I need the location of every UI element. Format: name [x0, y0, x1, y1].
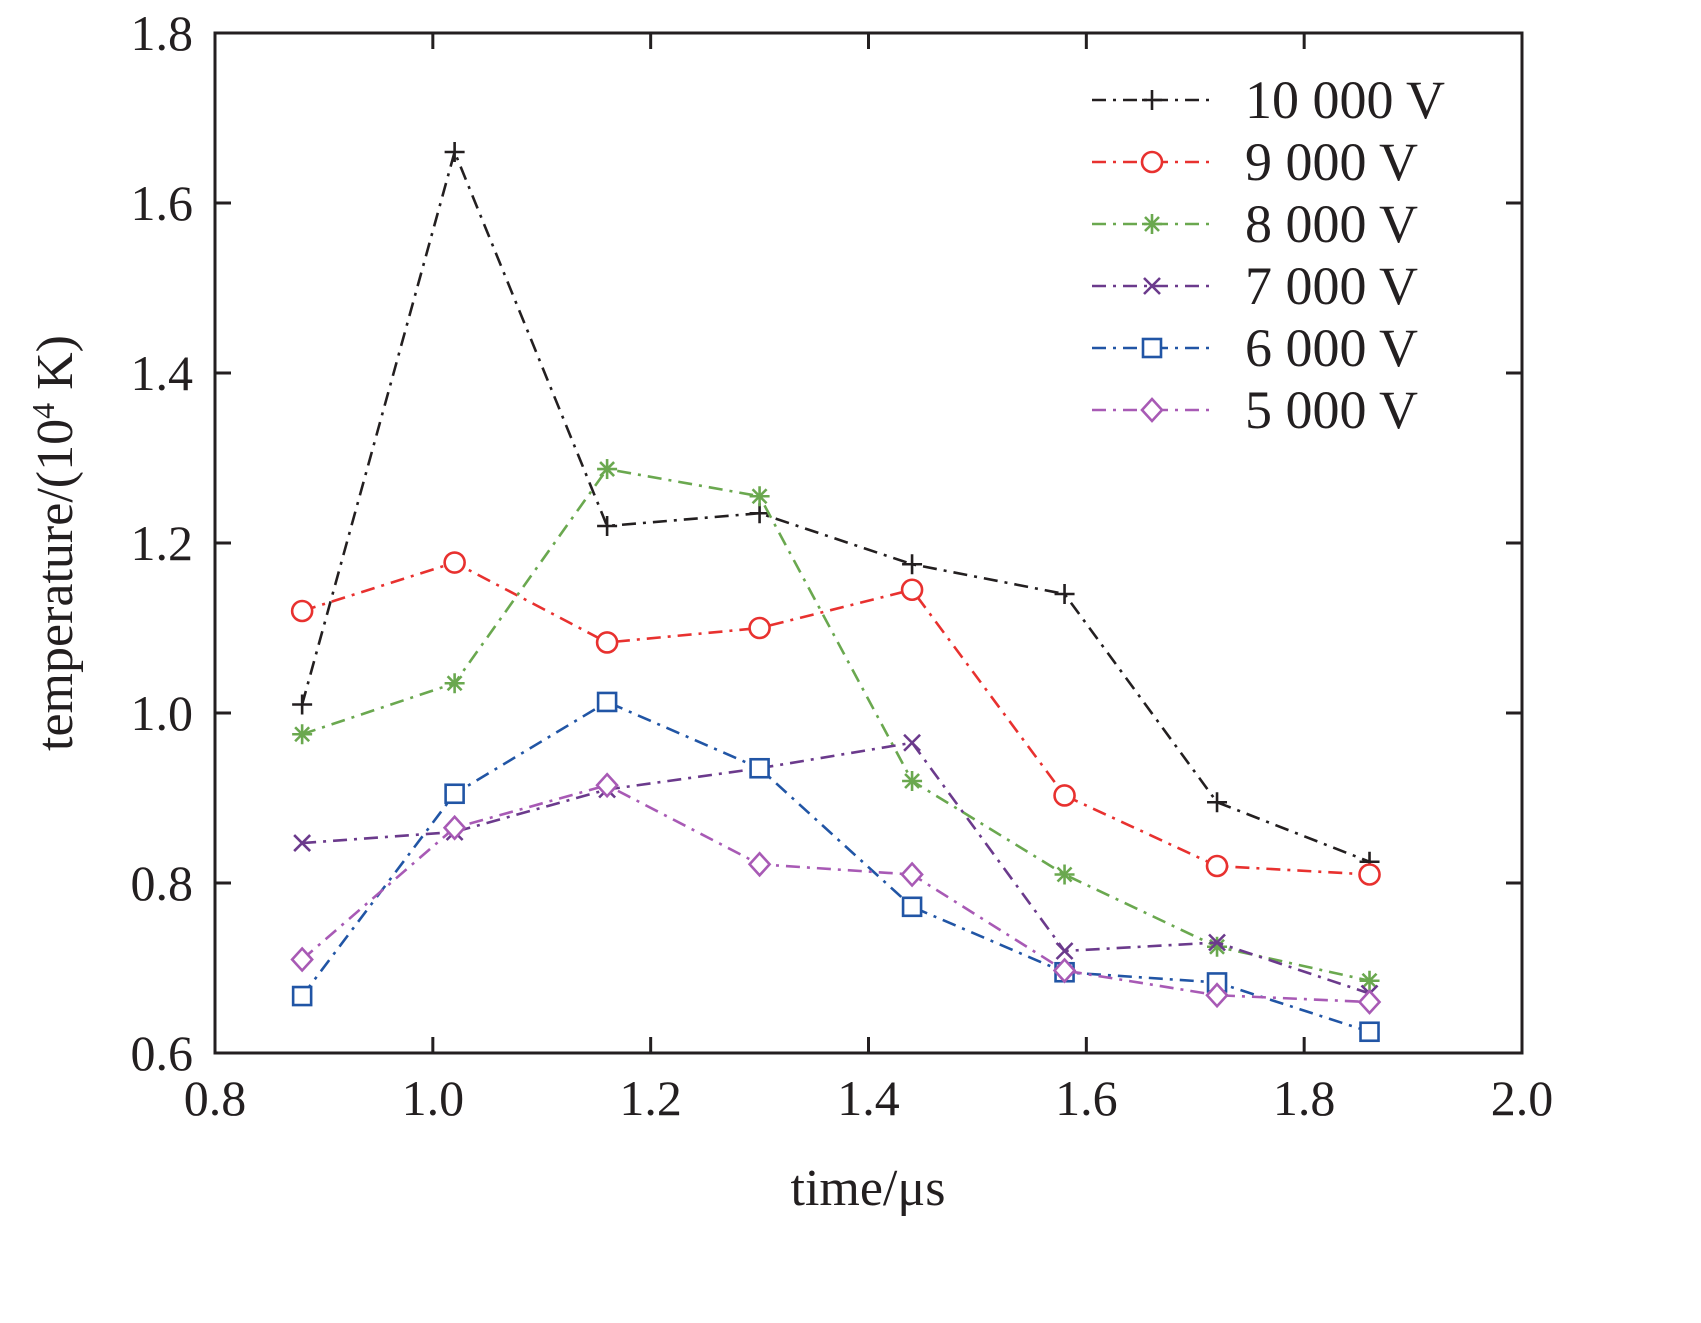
legend-label: 6 000 V: [1245, 318, 1418, 378]
data-point-plus: [597, 516, 618, 536]
y-tick-label: 1.4: [131, 345, 194, 401]
data-point-diamond: [1357, 989, 1382, 1015]
data-point-circle: [290, 599, 314, 623]
x-tick-label: 1.6: [1055, 1070, 1118, 1126]
data-point-square: [901, 896, 923, 918]
data-point-diamond: [442, 814, 467, 841]
y-tick-label: 0.6: [131, 1025, 194, 1081]
y-tick-label: 1.0: [131, 685, 194, 741]
data-point-plus: [292, 694, 313, 715]
y-tick-label: 0.8: [131, 855, 194, 911]
data-point-asterisk: [1054, 864, 1075, 885]
data-point-diamond: [595, 772, 619, 799]
data-point-circle: [1358, 863, 1381, 886]
data-point-square: [1359, 1021, 1380, 1043]
x-tick-label: 2.0: [1491, 1070, 1554, 1126]
data-point-plus: [1207, 792, 1228, 813]
legend-item: 10 000 V: [1092, 70, 1445, 130]
data-point-plus: [444, 142, 465, 162]
legend-item: 8 000 V: [1092, 194, 1418, 254]
data-point-circle: [900, 578, 924, 602]
y-tick-label: 1.2: [131, 515, 194, 571]
y-axis-title-superscript: 4: [25, 403, 61, 419]
y-axis-title-suffix: K): [27, 335, 84, 403]
y-axis-title: temperature/(104 K): [25, 335, 84, 751]
data-point-square: [291, 985, 313, 1007]
data-point-cross: [1055, 942, 1074, 960]
data-point-circle: [443, 551, 466, 574]
x-tick-label: 1.0: [402, 1070, 465, 1126]
data-point-diamond: [1205, 982, 1229, 1009]
data-point-asterisk: [1142, 214, 1162, 234]
series-layer: [290, 142, 1382, 1043]
x-tick-label: 1.4: [837, 1070, 900, 1126]
x-axis-title: time/μs: [791, 1160, 946, 1217]
data-point-plus: [902, 554, 923, 575]
series-line: [300, 147, 1370, 863]
data-point-diamond: [747, 851, 772, 878]
series-line: [301, 561, 1370, 876]
data-point-plus: [1142, 90, 1162, 110]
series-line: [302, 741, 1370, 995]
data-point-asterisk: [292, 724, 313, 745]
data-point-circle: [748, 616, 771, 640]
series-6000V: [291, 691, 1380, 1043]
data-point-diamond: [900, 861, 924, 888]
legend-label: 8 000 V: [1245, 194, 1418, 254]
data-point-asterisk: [902, 771, 923, 791]
legend-label: 7 000 V: [1245, 256, 1418, 316]
data-point-square: [596, 691, 618, 713]
data-point-cross: [293, 834, 312, 852]
data-point-circle: [1140, 150, 1164, 174]
series-9000V: [290, 551, 1381, 886]
data-point-asterisk: [1359, 970, 1380, 991]
x-tick-label: 1.2: [619, 1070, 682, 1126]
y-axis-title-prefix: temperature/(10: [27, 419, 84, 751]
series-line: [301, 467, 1370, 983]
series-8000V: [292, 459, 1380, 991]
legend: 10 000 V9 000 V8 000 V7 000 V6 000 V5 00…: [1092, 70, 1445, 440]
y-tick-label: 1.6: [131, 175, 194, 231]
x-tick-label: 0.8: [184, 1070, 247, 1126]
data-point-circle: [1205, 854, 1229, 878]
x-tick-label: 1.8: [1273, 1070, 1336, 1126]
data-point-square: [444, 783, 465, 805]
legend-item: 7 000 V: [1092, 256, 1418, 316]
ticks-layer: [213, 31, 1524, 1055]
legend-label: 5 000 V: [1245, 380, 1418, 440]
data-point-cross: [1143, 277, 1161, 295]
legend-item: 5 000 V: [1092, 380, 1418, 440]
data-point-asterisk: [597, 459, 618, 480]
data-point-asterisk: [749, 486, 770, 507]
data-point-asterisk: [444, 673, 465, 694]
data-point-circle: [1053, 784, 1076, 807]
data-point-square: [749, 757, 770, 779]
data-point-plus: [1054, 584, 1075, 604]
data-point-asterisk: [1207, 936, 1228, 957]
series-line: [301, 783, 1370, 1004]
data-point-circle: [595, 631, 619, 654]
legend-label: 10 000 V: [1245, 70, 1445, 130]
data-point-diamond: [1052, 957, 1077, 984]
data-point-diamond: [1140, 397, 1164, 423]
series-line: [301, 700, 1370, 1033]
data-point-plus: [749, 503, 770, 524]
series-5000V: [290, 772, 1382, 1015]
legend-label: 9 000 V: [1245, 132, 1418, 192]
data-point-cross: [1208, 933, 1226, 952]
y-tick-label: 1.8: [131, 5, 194, 61]
data-point-cross: [903, 733, 921, 752]
legend-item: 6 000 V: [1092, 318, 1418, 378]
series-10000V: [292, 142, 1380, 872]
legend-item: 9 000 V: [1092, 132, 1418, 192]
tick-labels: 0.8 1.0 1.2 1.4 1.6 1.8 2.00.60.81.01.21.41.61…: [131, 5, 1554, 1126]
data-point-square: [1141, 337, 1163, 359]
data-point-diamond: [290, 946, 314, 973]
